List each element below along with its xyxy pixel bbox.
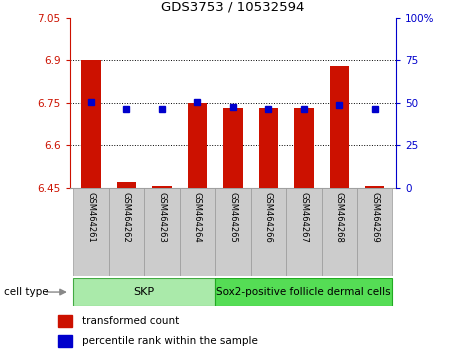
Text: GSM464262: GSM464262 [122,192,131,243]
Text: GSM464266: GSM464266 [264,192,273,243]
Bar [73,188,109,276]
Text: Sox2-positive follicle dermal cells: Sox2-positive follicle dermal cells [216,287,391,297]
Bar [58,315,72,327]
Text: GSM464269: GSM464269 [370,192,379,243]
Bar [109,188,144,276]
Bar [294,108,314,188]
Bar [365,186,384,188]
Bar [322,188,357,276]
Bar [286,188,322,276]
Text: transformed count: transformed count [82,316,180,326]
Bar [223,108,243,188]
Bar [144,188,180,276]
Text: GSM464263: GSM464263 [158,192,166,243]
Bar [215,188,251,276]
Bar [259,108,278,188]
Bar [251,188,286,276]
Bar [357,188,392,276]
Bar [117,182,136,188]
Bar [329,66,349,188]
Text: GSM464264: GSM464264 [193,192,202,243]
Bar [58,335,72,347]
Bar [152,186,172,188]
Bar [215,278,392,306]
Text: SKP: SKP [134,287,155,297]
Bar [180,188,215,276]
Text: GSM464261: GSM464261 [86,192,95,243]
Text: GSM464268: GSM464268 [335,192,344,243]
Text: percentile rank within the sample: percentile rank within the sample [82,336,258,346]
Text: GSM464265: GSM464265 [228,192,238,243]
Bar [188,103,207,188]
Bar [81,60,101,188]
Bar [73,278,215,306]
Text: cell type: cell type [4,287,49,297]
Title: GDS3753 / 10532594: GDS3753 / 10532594 [161,1,305,14]
Text: GSM464267: GSM464267 [299,192,308,243]
